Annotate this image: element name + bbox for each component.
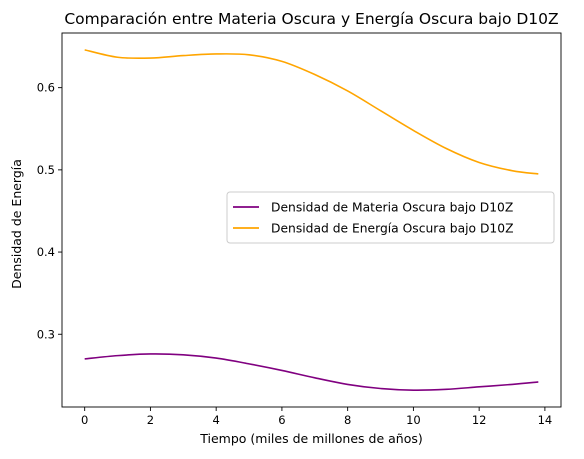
legend-label-2: Densidad de Energía Oscura bajo D10Z (271, 222, 514, 236)
y-axis-label: Densidad de Energía (9, 159, 24, 289)
legend-box (226, 191, 555, 244)
legend-label-1: Densidad de Materia Oscura bajo D10Z (271, 201, 513, 215)
x-tick-label: 8 (344, 413, 351, 427)
legend: Densidad de Materia Oscura bajo D10Z Dens… (226, 191, 555, 244)
x-tick-label: 14 (538, 413, 553, 427)
x-tick-label: 6 (278, 413, 285, 427)
y-tick-label: 0.5 (37, 163, 55, 177)
x-tick-label: 2 (147, 413, 154, 427)
x-axis-label: Tiempo (miles de millones de años) (199, 431, 422, 446)
chart-title: Comparación entre Materia Oscura y Energ… (64, 10, 558, 28)
x-tick-label: 0 (81, 413, 88, 427)
x-tick-label: 10 (406, 413, 421, 427)
x-tick-label: 12 (472, 413, 487, 427)
axes-frame (61, 32, 562, 408)
series-line-2 (84, 49, 539, 175)
x-tick-label: 4 (213, 413, 220, 427)
series-line-1 (84, 353, 539, 391)
plot-area: 0 2 4 6 8 10 12 14 0.3 0.4 0.5 0.6 (37, 32, 562, 427)
y-tick-label: 0.6 (37, 81, 55, 95)
y-tick-label: 0.3 (37, 327, 55, 341)
y-tick-label: 0.4 (37, 245, 55, 259)
